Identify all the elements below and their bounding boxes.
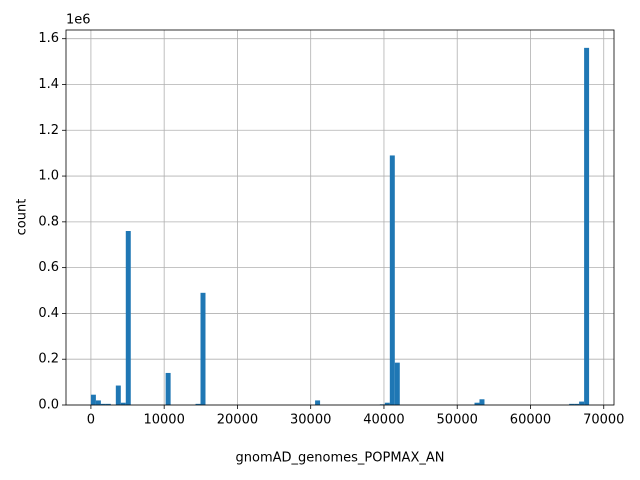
x-tick-label: 0: [87, 413, 95, 428]
x-tick-label: 60000: [510, 413, 551, 428]
bar: [579, 401, 585, 405]
y-offset-label: 1e6: [66, 13, 91, 28]
axes-frame: [65, 29, 615, 406]
bar: [479, 399, 485, 405]
y-tick-label: 0.2: [38, 352, 59, 367]
bar: [384, 402, 390, 405]
x-tick-label: 20000: [217, 413, 258, 428]
bar: [100, 403, 106, 405]
bar: [315, 400, 321, 405]
bar: [574, 403, 580, 405]
bar: [389, 155, 395, 405]
y-tick-label: 0.6: [38, 260, 59, 275]
bar: [165, 372, 171, 405]
y-tick-label: 1.0: [38, 169, 59, 184]
x-tick-label: 50000: [437, 413, 478, 428]
y-tick-label: 0.8: [38, 214, 59, 229]
bar: [90, 394, 96, 405]
y-axis-label: count: [15, 199, 30, 236]
x-tick-label: 40000: [363, 413, 404, 428]
bar: [200, 292, 206, 405]
bar: [120, 402, 126, 405]
x-tick-label: 30000: [290, 413, 331, 428]
bar: [569, 403, 575, 405]
grid: [66, 30, 614, 406]
y-tick-label: 1.4: [38, 77, 59, 92]
bar: [195, 403, 201, 405]
y-tick-label: 1.2: [38, 123, 59, 138]
bar: [474, 402, 480, 405]
bar: [115, 385, 121, 405]
x-tick-label: 70000: [583, 413, 624, 428]
bar: [394, 362, 400, 405]
bar: [125, 231, 131, 405]
x-tick-label: 10000: [143, 413, 184, 428]
y-tick-label: 0.4: [38, 306, 59, 321]
bar: [95, 400, 101, 405]
y-tick-label: 1.6: [38, 31, 59, 46]
bar: [105, 403, 111, 405]
bar: [584, 47, 590, 405]
bars: [90, 47, 590, 405]
x-axis-label: gnomAD_genomes_POPMAX_AN: [236, 451, 445, 466]
y-tick-label: 0.0: [38, 398, 59, 413]
